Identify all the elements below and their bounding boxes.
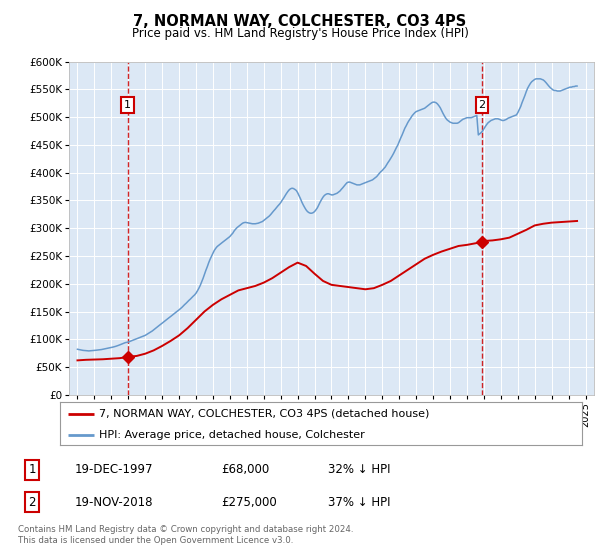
Text: 37% ↓ HPI: 37% ↓ HPI <box>328 496 391 508</box>
Text: 19-NOV-2018: 19-NOV-2018 <box>74 496 153 508</box>
Text: Contains HM Land Registry data © Crown copyright and database right 2024.
This d: Contains HM Land Registry data © Crown c… <box>18 525 353 545</box>
Text: 2: 2 <box>28 496 36 508</box>
Text: 1: 1 <box>28 463 36 476</box>
Text: £275,000: £275,000 <box>221 496 277 508</box>
Text: 2: 2 <box>478 100 485 110</box>
Text: Price paid vs. HM Land Registry's House Price Index (HPI): Price paid vs. HM Land Registry's House … <box>131 27 469 40</box>
Text: 7, NORMAN WAY, COLCHESTER, CO3 4PS: 7, NORMAN WAY, COLCHESTER, CO3 4PS <box>133 14 467 29</box>
Text: 32% ↓ HPI: 32% ↓ HPI <box>328 463 391 476</box>
Text: 7, NORMAN WAY, COLCHESTER, CO3 4PS (detached house): 7, NORMAN WAY, COLCHESTER, CO3 4PS (deta… <box>99 409 430 419</box>
Text: HPI: Average price, detached house, Colchester: HPI: Average price, detached house, Colc… <box>99 430 365 440</box>
Text: 1: 1 <box>124 100 131 110</box>
Text: 19-DEC-1997: 19-DEC-1997 <box>74 463 153 476</box>
Text: £68,000: £68,000 <box>221 463 269 476</box>
